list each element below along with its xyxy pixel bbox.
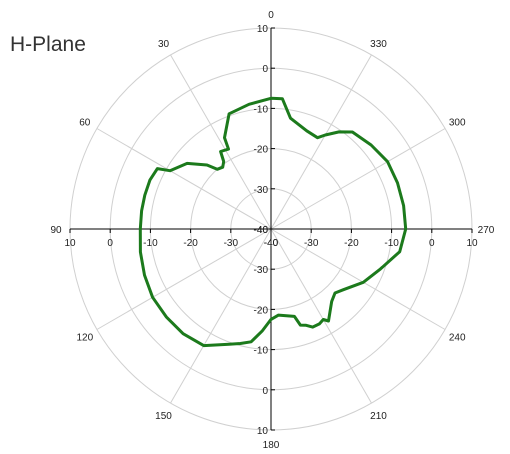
radial-tick-label: 10 bbox=[257, 426, 269, 437]
grid-spoke bbox=[96, 228, 272, 330]
grid-spoke bbox=[96, 128, 272, 230]
angle-label: 60 bbox=[79, 118, 91, 129]
chart-title: H-Plane bbox=[10, 33, 86, 56]
angle-label: 330 bbox=[370, 39, 387, 50]
radial-tick-label: -30 bbox=[224, 238, 239, 249]
grid-spoke bbox=[170, 228, 272, 404]
angle-label: 270 bbox=[478, 225, 495, 236]
radial-tick-label: -40 bbox=[264, 238, 279, 249]
radial-tick-label: 10 bbox=[466, 238, 478, 249]
radial-tick-label: 0 bbox=[429, 238, 435, 249]
angle-label: 180 bbox=[263, 440, 280, 451]
grid-spoke bbox=[170, 54, 272, 230]
radial-tick-label: -20 bbox=[254, 305, 269, 316]
angle-label: 300 bbox=[449, 118, 466, 129]
angle-label: 210 bbox=[370, 411, 387, 422]
radial-tick-label: -30 bbox=[304, 238, 319, 249]
angle-label: 120 bbox=[76, 333, 93, 344]
grid-spoke bbox=[270, 128, 446, 230]
tick-labels: 0 30 60 90 120 150 180 210 240 270 300 330 10 10 10 10 0… bbox=[50, 10, 494, 451]
grid-spoke bbox=[270, 228, 372, 404]
radial-tick-label: -20 bbox=[183, 238, 198, 249]
radial-tick-label: -30 bbox=[254, 265, 269, 276]
radial-tick-label: 10 bbox=[64, 238, 76, 249]
angle-label: 30 bbox=[158, 39, 170, 50]
radial-tick-label: -40 bbox=[254, 225, 269, 236]
series-layer bbox=[138, 96, 408, 348]
radial-tick-label: -20 bbox=[254, 145, 269, 156]
radial-tick-label: -30 bbox=[254, 185, 269, 196]
radial-tick-label: 0 bbox=[107, 238, 113, 249]
radial-tick-label: 10 bbox=[257, 24, 269, 35]
radial-tick-label: -40 bbox=[254, 225, 269, 236]
radial-tick-label: -10 bbox=[384, 238, 399, 249]
radial-tick-label: 0 bbox=[262, 386, 268, 397]
angle-label: 150 bbox=[155, 411, 172, 422]
radial-tick-label: -40 bbox=[264, 238, 279, 249]
grid-spoke bbox=[270, 228, 446, 330]
radial-tick-label: -10 bbox=[254, 346, 269, 357]
grid-spoke bbox=[270, 54, 372, 230]
angle-label: 0 bbox=[268, 10, 274, 21]
angle-label: 90 bbox=[50, 225, 62, 236]
angle-label: 240 bbox=[449, 333, 466, 344]
radial-tick-label: -20 bbox=[344, 238, 359, 249]
radial-tick-label: -10 bbox=[143, 238, 158, 249]
radial-tick-label: 0 bbox=[262, 64, 268, 75]
series-line bbox=[138, 96, 408, 348]
radial-tick-label: -10 bbox=[254, 104, 269, 115]
polar-axes bbox=[69, 27, 473, 431]
